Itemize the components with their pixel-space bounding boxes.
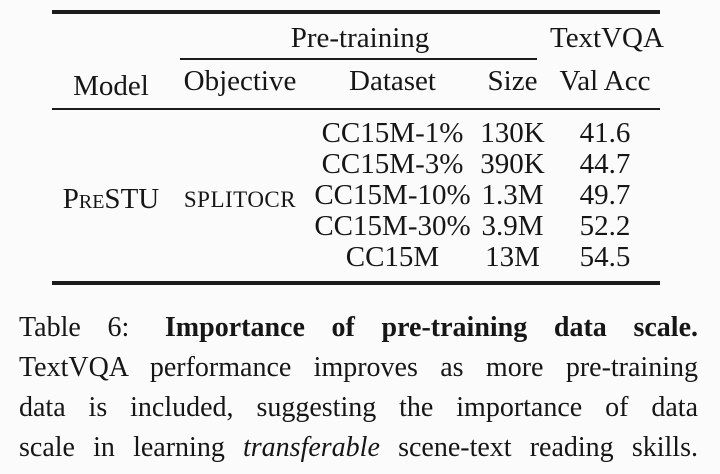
pretraining-group-header: Pre-training: [170, 10, 550, 62]
caption-title-bold: Importance of pre-training data scale.: [164, 312, 698, 343]
textvqa-header-line1: TextVQA: [550, 10, 664, 60]
objective-value-cell: SPLITOCR: [170, 109, 310, 285]
header-row-2: Objective Dataset Size Val Acc: [52, 60, 660, 110]
table-row: CC15M-3% 390K 44.7: [52, 149, 660, 180]
table-row: CC15M 13M 54.5: [52, 242, 660, 285]
size-cell: 1.3M: [481, 179, 544, 211]
val-acc-cell: 49.7: [579, 179, 631, 211]
caption-line: Table 6: Importance of pre-training data…: [19, 308, 698, 348]
dataset-cell: CC15M: [310, 242, 475, 285]
size-cell: 3.9M: [481, 210, 544, 242]
model-column-header: Model: [52, 10, 170, 110]
objective-column-header: Objective: [170, 60, 310, 110]
model-name-cell: PreSTU: [52, 109, 170, 285]
size-column-header: Size: [475, 60, 550, 110]
table-caption: Table 6: Importance of pre-training data…: [19, 308, 698, 468]
val-acc-cell: 41.6: [579, 117, 631, 149]
caption-line: data is included, suggesting the importa…: [19, 388, 698, 428]
results-table: Model Pre-training TextVQA Objective Dat…: [52, 10, 664, 285]
table-header: Model Pre-training TextVQA Objective Dat…: [52, 10, 664, 110]
dataset-cell: CC15M-1%: [321, 117, 464, 149]
val-acc-header-line2: Val Acc: [550, 60, 660, 110]
header-row-1: Model Pre-training TextVQA: [52, 10, 664, 110]
table-row: CC15M-10% 1.3M 49.7: [52, 180, 660, 211]
caption-text: data is included, suggesting the importa…: [19, 392, 698, 423]
size-cell: 390K: [480, 148, 545, 180]
dataset-cell: CC15M-30%: [314, 210, 471, 242]
results-table-container: Model Pre-training TextVQA Objective Dat…: [52, 10, 664, 285]
dataset-column-header: Dataset: [310, 60, 475, 110]
size-cell: 13M: [475, 242, 550, 285]
caption-label: Table 6:: [19, 312, 130, 343]
table-body: PreSTU SPLITOCR CC15M-1% 130K 41.6 CC15M…: [52, 109, 660, 285]
caption-text: scene-text reading skills.: [398, 432, 698, 463]
table-row: PreSTU SPLITOCR CC15M-1% 130K 41.6: [52, 109, 660, 285]
caption-italic-term: transferable: [243, 432, 380, 463]
caption-text: scale in learning: [19, 432, 225, 463]
caption-line: scale in learning transferable scene-tex…: [19, 428, 698, 468]
val-acc-cell: 44.7: [579, 148, 631, 180]
dataset-cell: CC15M-3%: [321, 148, 464, 180]
dataset-cell: CC15M-10%: [314, 179, 471, 211]
val-acc-cell: 52.2: [579, 210, 631, 242]
caption-text: TextVQA performance improves as more pre…: [19, 352, 698, 383]
size-cell: 130K: [480, 117, 545, 149]
table-row: CC15M-30% 3.9M 52.2: [52, 211, 660, 242]
val-acc-cell: 54.5: [550, 242, 660, 285]
caption-line: TextVQA performance improves as more pre…: [19, 348, 698, 388]
